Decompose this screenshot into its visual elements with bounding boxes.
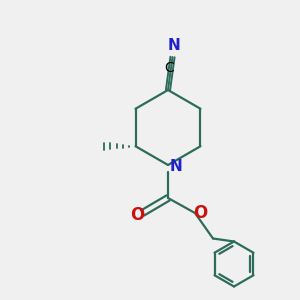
- Text: N: N: [170, 159, 183, 174]
- Text: O: O: [193, 204, 208, 222]
- Text: N: N: [168, 38, 180, 53]
- Text: O: O: [130, 206, 144, 224]
- Text: C: C: [165, 61, 174, 75]
